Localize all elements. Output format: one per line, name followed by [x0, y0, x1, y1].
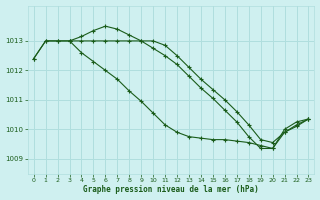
X-axis label: Graphe pression niveau de la mer (hPa): Graphe pression niveau de la mer (hPa)	[83, 185, 259, 194]
